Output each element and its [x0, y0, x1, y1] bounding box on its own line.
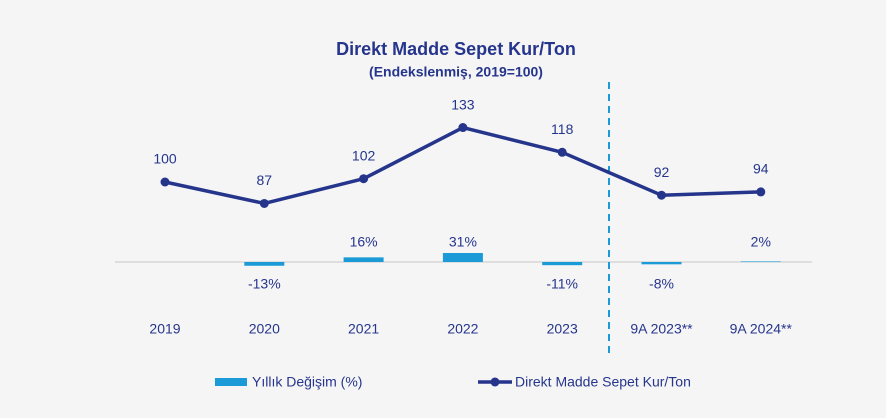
- data-label: 100: [153, 151, 177, 167]
- x-tick-label: 9A 2023**: [630, 321, 693, 337]
- x-tick-label: 2023: [547, 321, 578, 337]
- legend-marker: [490, 377, 500, 387]
- legend-label: Direkt Madde Sepet Kur/Ton: [515, 374, 691, 390]
- x-tick-label: 2021: [348, 321, 379, 337]
- legend-swatch: [215, 378, 247, 386]
- data-label: 102: [352, 147, 376, 163]
- line-point: [359, 174, 369, 184]
- bar: [740, 261, 781, 263]
- x-tick-label: 2019: [149, 321, 180, 337]
- line-point: [458, 123, 468, 133]
- line-point: [756, 187, 766, 197]
- line-point: [160, 177, 170, 187]
- bar: [442, 253, 483, 262]
- chart-subtitle: (Endekslenmiş, 2019=100): [369, 64, 543, 80]
- x-tick-label: 9A 2024**: [730, 321, 793, 337]
- bar: [244, 262, 285, 266]
- chart-title: Direkt Madde Sepet Kur/Ton: [336, 39, 576, 59]
- data-label: 94: [753, 161, 769, 177]
- data-label: 87: [257, 172, 273, 188]
- line-point: [657, 190, 666, 200]
- bar: [542, 262, 583, 266]
- data-label: -8%: [649, 276, 674, 292]
- data-label: 133: [451, 96, 475, 112]
- bar: [343, 257, 384, 262]
- data-label: 92: [654, 164, 670, 180]
- data-label: 16%: [350, 234, 378, 250]
- data-label: -11%: [546, 276, 578, 292]
- x-tick-label: 2020: [249, 321, 280, 337]
- line-point: [259, 198, 269, 208]
- bar: [641, 262, 682, 265]
- x-tick-label: 2022: [447, 321, 478, 337]
- data-label: 31%: [449, 234, 477, 250]
- data-label: 2%: [751, 234, 771, 250]
- line-point: [557, 147, 567, 157]
- legend-label: Yıllık Değişim (%): [252, 374, 362, 390]
- data-label: -13%: [248, 276, 281, 292]
- data-label: 118: [551, 121, 574, 137]
